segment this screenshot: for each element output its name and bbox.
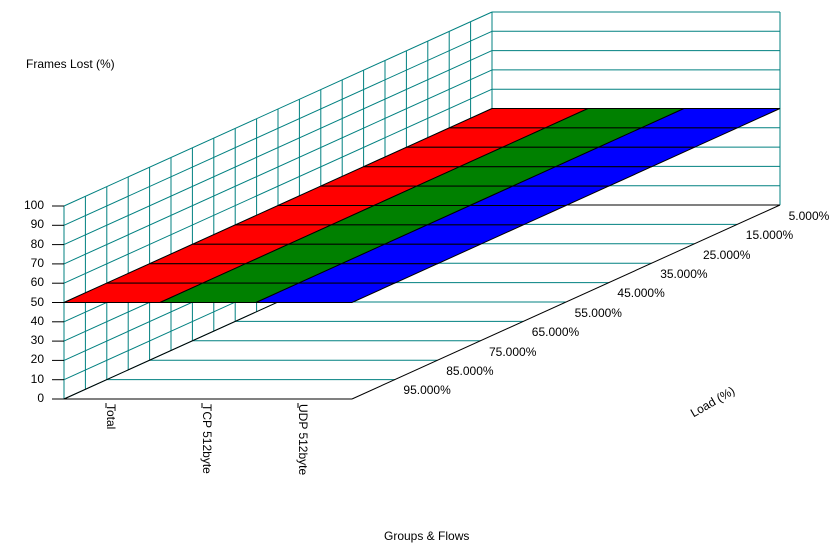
x-axis-title: Groups & Flows [384,529,470,543]
load-tick-label: 45.000% [617,286,665,301]
z-tick-label: 100 [23,198,44,212]
chart-axes [52,205,299,408]
z-tick-label: 60 [30,275,44,290]
z-tick-label: 20 [30,352,44,367]
chart-surface [63,108,781,303]
category-label: TCP 512byte [200,404,214,474]
floor-right-edge [351,204,781,400]
load-tick-label: 25.000% [703,247,751,262]
load-tick-label: 5.000% [788,208,830,223]
z-tick-label: 50 [30,294,44,309]
load-tick-label: 15.000% [745,228,794,243]
category-label: UDP 512byte [296,404,310,476]
load-tick-label: 35.000% [660,266,708,281]
load-tick-label: 55.000% [574,305,622,320]
z-tick-label: 40 [30,313,44,328]
z-tick-label: 0 [37,391,44,405]
load-tick-label: 95.000% [403,383,451,398]
z-tick-label: 80 [30,236,44,251]
z-tick-label: 10 [30,371,44,386]
load-tick-label: 65.000% [531,325,580,340]
z-tick-label: 90 [30,217,44,232]
load-tick-label: 75.000% [489,344,537,359]
load-tick-label: 85.000% [446,363,494,378]
z-tick-label: 70 [30,255,44,270]
category-label: Total [104,404,118,430]
z-tick-label: 30 [30,333,44,348]
z-axis-title: Frames Lost (%) [26,57,115,71]
surface-patch-udp-512byte [255,282,396,303]
